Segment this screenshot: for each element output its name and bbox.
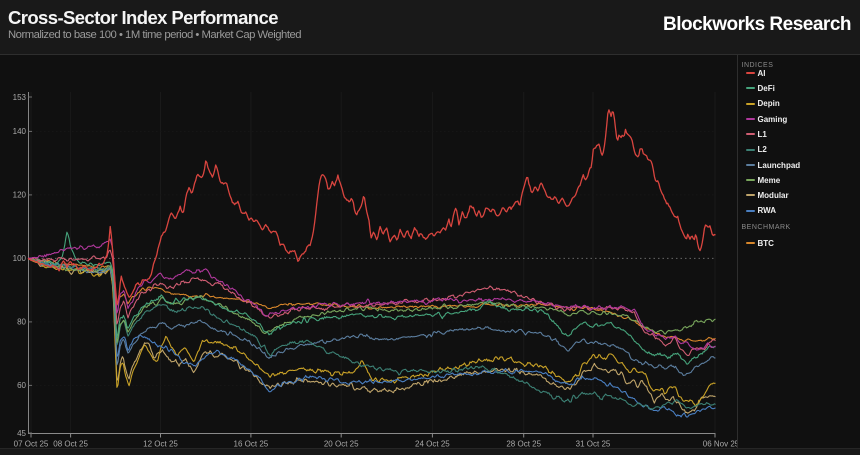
- svg-text:06 Nov 25: 06 Nov 25: [703, 440, 737, 449]
- svg-text:07 Oct 25: 07 Oct 25: [14, 440, 49, 449]
- svg-text:12 Oct 25: 12 Oct 25: [143, 440, 178, 449]
- svg-text:120: 120: [13, 191, 27, 200]
- svg-text:24 Oct 25: 24 Oct 25: [415, 440, 450, 449]
- svg-text:20 Oct 25: 20 Oct 25: [324, 440, 359, 449]
- svg-text:28 Oct 25: 28 Oct 25: [506, 440, 541, 449]
- svg-text:31 Oct 25: 31 Oct 25: [576, 440, 611, 449]
- svg-text:80: 80: [17, 318, 26, 327]
- svg-text:140: 140: [13, 127, 27, 136]
- svg-text:153: 153: [13, 93, 27, 102]
- svg-text:08 Oct 25: 08 Oct 25: [53, 440, 88, 449]
- svg-text:100: 100: [13, 254, 27, 263]
- svg-text:60: 60: [17, 381, 26, 390]
- svg-text:45: 45: [17, 429, 26, 438]
- svg-text:16 Oct 25: 16 Oct 25: [234, 440, 269, 449]
